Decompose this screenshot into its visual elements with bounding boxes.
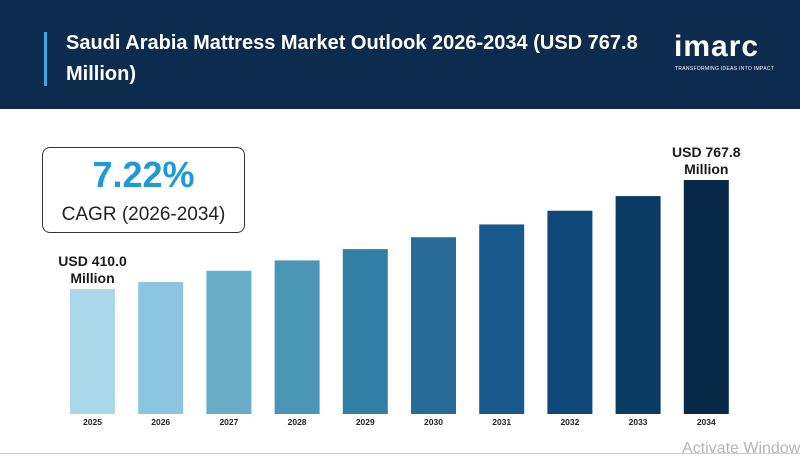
- data-label-2025: USD 410.0: [58, 253, 127, 269]
- bar-2034: [683, 180, 729, 414]
- x-tick-label: 2032: [560, 417, 579, 427]
- x-tick-label: 2026: [151, 417, 170, 427]
- cagr-label: CAGR (2026-2034): [61, 204, 226, 225]
- bar-2029: [342, 249, 388, 414]
- bar-2028: [274, 260, 320, 414]
- data-label-2025: Million: [70, 270, 114, 286]
- x-tick-label: 2031: [492, 417, 511, 427]
- logo-tagline: TRANSFORMING IDEAS INTO IMPACT: [675, 66, 775, 72]
- x-tick-label: 2028: [288, 417, 307, 427]
- bar-2025: [70, 289, 115, 414]
- bar-2032: [547, 210, 593, 414]
- cagr-value: 7.22%: [92, 154, 195, 195]
- bar-2027: [206, 270, 252, 414]
- imarc-logo: imarc TRANSFORMING IDEAS INTO IMPACT: [674, 32, 784, 76]
- data-label-2034: Million: [684, 161, 728, 177]
- cagr-callout: 7.22% CAGR (2026-2034): [42, 147, 245, 233]
- x-tick-label: 2030: [424, 417, 443, 427]
- bottom-divider: [0, 453, 800, 454]
- logo-wordmark: imarc: [674, 30, 760, 63]
- header-banner: Saudi Arabia Mattress Market Outlook 202…: [0, 0, 800, 109]
- page-title: Saudi Arabia Mattress Market Outlook 202…: [66, 32, 638, 85]
- x-tick-label: 2025: [83, 417, 102, 427]
- bar-2033: [615, 196, 661, 414]
- os-watermark: Activate Windows: [682, 440, 800, 457]
- bar-2026: [138, 282, 184, 414]
- x-tick-label: 2027: [219, 417, 238, 427]
- data-label-2034: USD 767.8: [672, 144, 741, 160]
- bar-2030: [411, 237, 456, 414]
- bar-2031: [479, 224, 525, 414]
- x-tick-label: 2033: [629, 417, 648, 427]
- x-tick-label: 2034: [697, 417, 716, 427]
- x-tick-label: 2029: [356, 417, 375, 427]
- title-accent-bar: [44, 32, 47, 86]
